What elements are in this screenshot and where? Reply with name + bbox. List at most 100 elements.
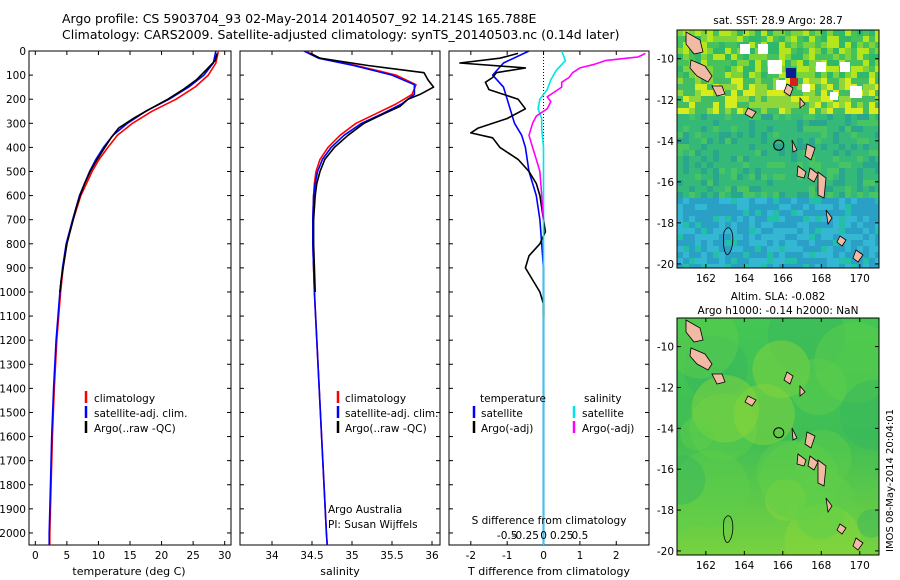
sst-cell: [695, 138, 702, 145]
sst-cell: [743, 96, 750, 103]
sst-cell: [797, 42, 804, 49]
sst-cell: [725, 186, 732, 193]
sst-cell: [863, 192, 870, 199]
sst-cell: [851, 66, 858, 73]
sst-cell: [713, 72, 720, 79]
sst-cell: [785, 96, 792, 103]
sst-cell: [725, 54, 732, 61]
sst-cell: [863, 168, 870, 175]
series-group: [48, 51, 220, 545]
sst-cell: [851, 264, 858, 268]
sst-cell: [773, 108, 780, 115]
sst-cell: [833, 84, 840, 91]
x-tick-label: 35: [345, 550, 358, 562]
sst-cell: [785, 198, 792, 205]
sst-cell: [683, 144, 690, 151]
sst-cell: [677, 102, 684, 109]
sst-cell: [797, 162, 804, 169]
sst-cell: [707, 156, 714, 163]
sst-cell: [725, 36, 732, 43]
map-y-tick-label: -10: [657, 342, 674, 354]
sst-cell: [749, 234, 756, 241]
sst-cell: [755, 54, 762, 61]
sst-cell: [677, 192, 684, 199]
sst-cell: [851, 258, 858, 265]
sst-cell: [797, 192, 804, 199]
sst-cell: [755, 204, 762, 211]
sst-cell: [851, 108, 858, 115]
sst-cell: [821, 108, 828, 115]
sst-cell: [779, 168, 786, 175]
sst-cell: [755, 66, 762, 73]
sst-cell: [791, 234, 798, 241]
sla-blob: [796, 491, 845, 540]
series-line: [528, 52, 646, 220]
sst-cell: [785, 234, 792, 241]
sst-cell: [743, 102, 750, 109]
sst-cell: [743, 126, 750, 133]
sst-cell: [773, 30, 780, 37]
sst-cell: [869, 54, 876, 61]
sla-background: [677, 318, 879, 555]
sst-cell: [821, 258, 828, 265]
sst-cell: [869, 198, 876, 205]
sst-cell: [779, 228, 786, 235]
sst-cell: [803, 162, 810, 169]
sst-cell: [731, 228, 738, 235]
sst-cell: [713, 138, 720, 145]
no-data-cell: [776, 80, 786, 90]
sst-cell: [821, 90, 828, 97]
sst-cell: [719, 30, 726, 37]
sst-cell: [767, 108, 774, 115]
sst-cell: [815, 96, 822, 103]
figure-title-line1: Argo profile: CS 5903704_93 02-May-2014 …: [62, 11, 537, 26]
sst-cell: [869, 60, 876, 67]
sst-cell: [749, 228, 756, 235]
sst-cell: [863, 246, 870, 253]
sst-cell: [695, 162, 702, 169]
sst-cell: [857, 102, 864, 109]
sst-cell: [863, 36, 870, 43]
sst-cell: [851, 222, 858, 229]
sst-cell: [707, 204, 714, 211]
sst-cell: [809, 120, 816, 127]
sst-cell: [683, 198, 690, 205]
sst-cell: [809, 186, 816, 193]
sst-cell: [767, 114, 774, 121]
sst-cell: [875, 240, 879, 247]
sst-cell: [713, 258, 720, 265]
sst-cell: [743, 240, 750, 247]
sst-cell: [695, 126, 702, 133]
sst-cell: [809, 132, 816, 139]
sst-cell: [767, 222, 774, 229]
sst-cell: [725, 246, 732, 253]
sst-cell: [725, 192, 732, 199]
sst-cell: [719, 156, 726, 163]
sst-cell: [707, 120, 714, 127]
sst-cell: [809, 108, 816, 115]
sst-cell: [863, 60, 870, 67]
sst-cell: [863, 240, 870, 247]
sst-cell: [821, 240, 828, 247]
sst-cell: [785, 102, 792, 109]
sst-cell: [773, 234, 780, 241]
sst-cell: [689, 138, 696, 145]
sst-cell: [815, 198, 822, 205]
sst-cell: [833, 168, 840, 175]
sst-cell: [875, 252, 879, 259]
sst-cell: [833, 48, 840, 55]
sst-cell: [731, 198, 738, 205]
sst-cell: [845, 72, 852, 79]
sst-cell: [707, 90, 714, 97]
sst-cell: [689, 120, 696, 127]
sst-cell: [803, 222, 810, 229]
sst-cell: [875, 198, 879, 205]
sst-cell: [713, 186, 720, 193]
sst-cell: [875, 102, 879, 109]
sst-cell: [773, 174, 780, 181]
sst-cell: [797, 78, 804, 85]
x-tick-label: 36: [425, 550, 439, 562]
sst-cell: [851, 102, 858, 109]
sst-cell: [731, 72, 738, 79]
